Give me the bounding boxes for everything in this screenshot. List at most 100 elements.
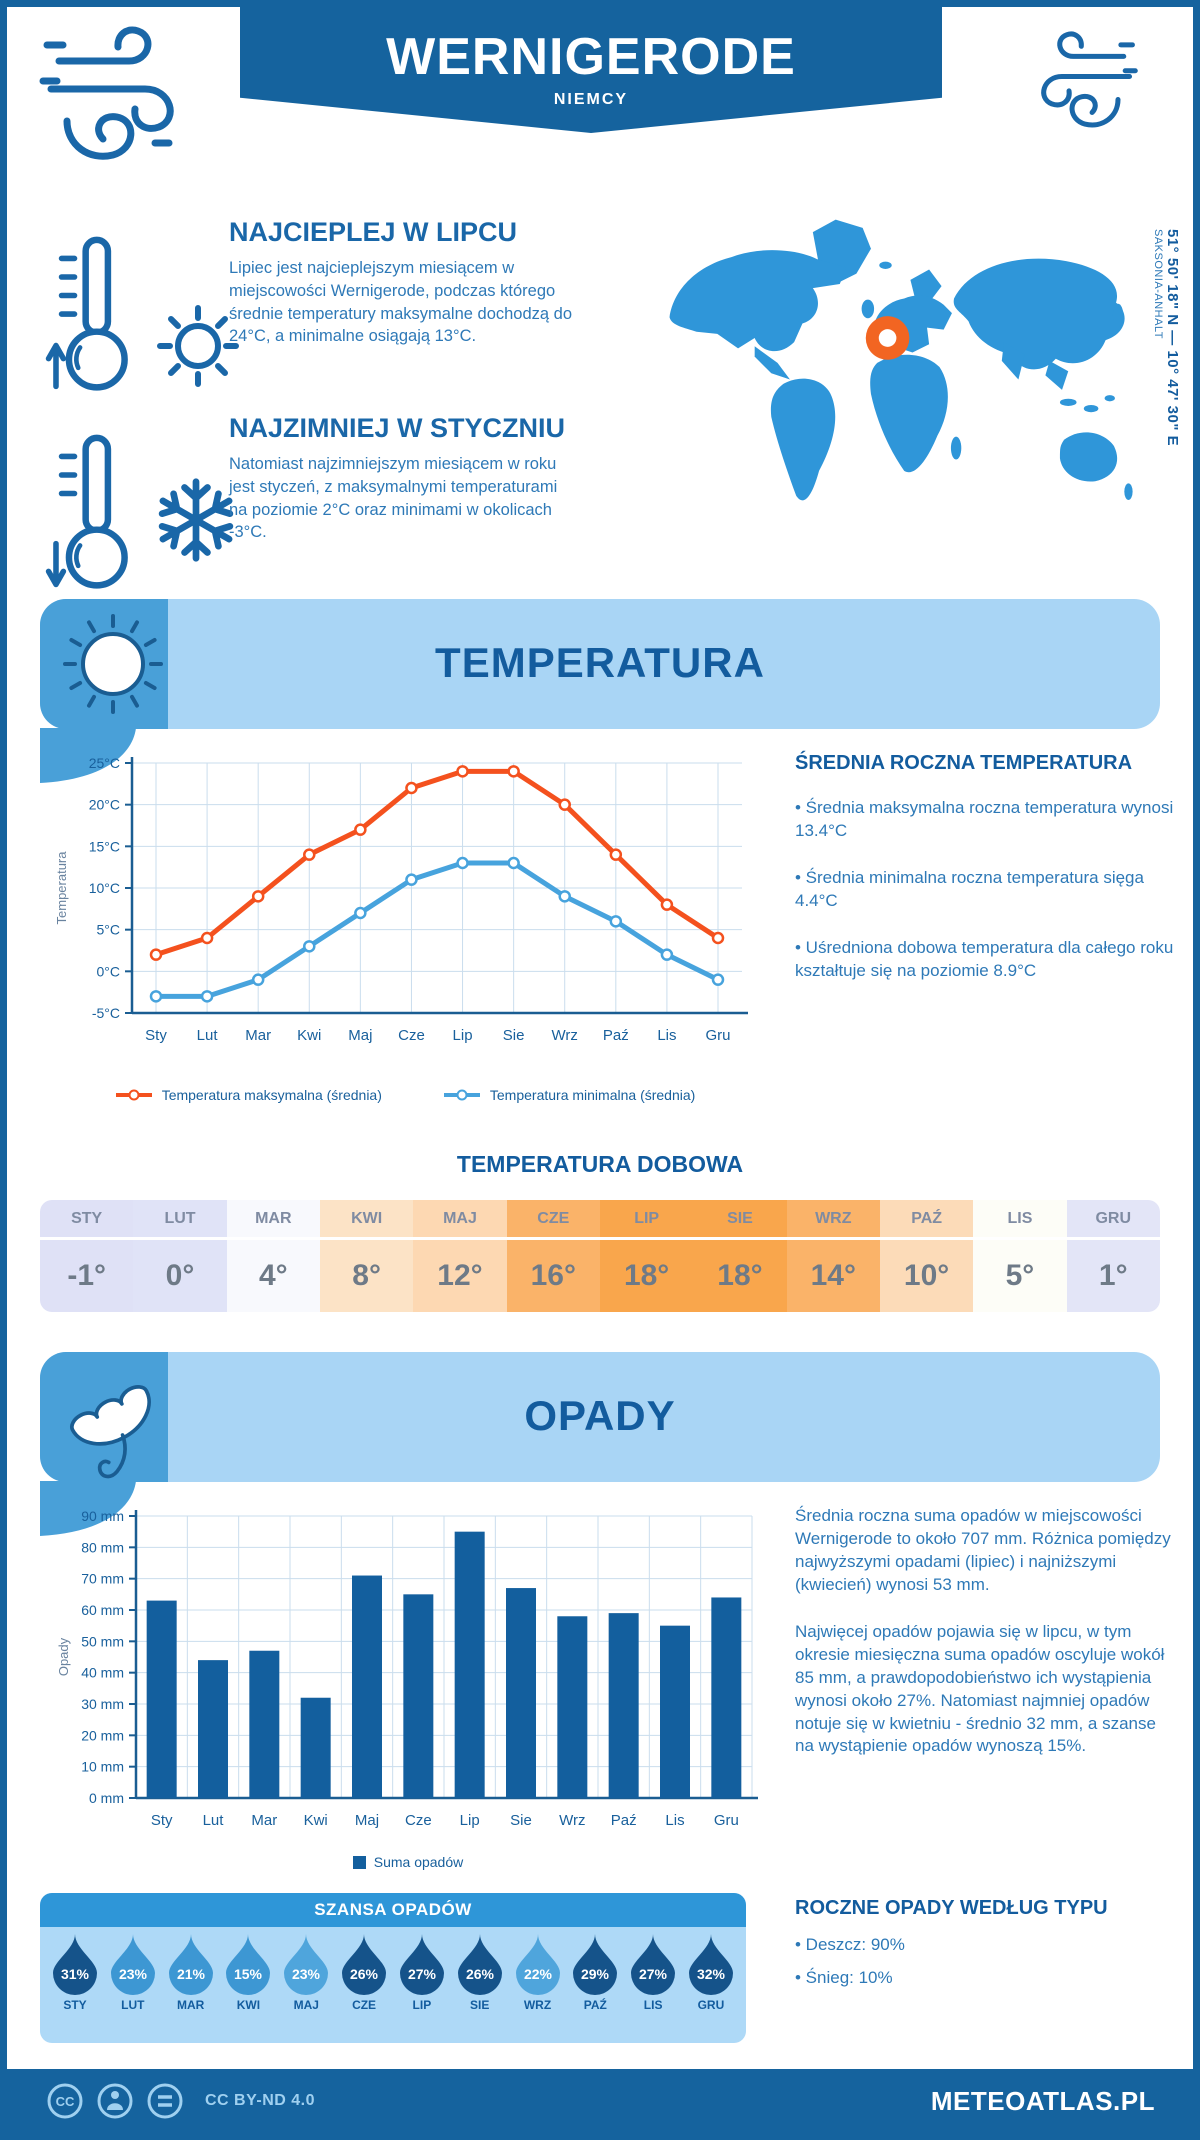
droplet-month-label: SIE xyxy=(470,1998,490,2012)
precipitation-section-banner: OPADY xyxy=(40,1352,1160,1536)
data-point xyxy=(609,848,623,861)
droplet-month-label: CZE xyxy=(352,1998,377,2012)
droplet-month-label: LIS xyxy=(643,1998,663,2012)
raindrop-icon: 15% xyxy=(226,1934,271,1995)
precipitation-section-title: OPADY xyxy=(524,1392,676,1439)
legend-label-min: Temperatura minimalna (średnia) xyxy=(489,1087,696,1103)
x-tick-label: Sie xyxy=(503,1027,525,1044)
data-point xyxy=(711,973,725,986)
droplets-row: 31% STY 23% LUT 21% MAR 15% KWI 23% MAJ 26% CZE 27% L… xyxy=(48,1933,738,2012)
location-coordinates: 51° 50' 18" N — 10° 47' 30" E xyxy=(1164,229,1181,447)
cc-nd-icon xyxy=(147,2083,183,2119)
license-group: CC CC BY-ND 4.0 xyxy=(45,2081,315,2121)
y-tick-label: 30 mm xyxy=(81,1696,124,1712)
droplet-month-label: LIP xyxy=(412,1998,432,2012)
data-point xyxy=(558,890,571,903)
x-tick-label: Sty xyxy=(145,1027,167,1044)
droplet-month-label: WRZ xyxy=(523,1998,552,2012)
daily-column: LIS 5° xyxy=(973,1200,1067,1312)
droplet-value: 23% xyxy=(292,1966,321,1982)
daily-column: STY -1° xyxy=(40,1200,134,1312)
temperature-section-banner: TEMPERATURA xyxy=(40,599,1160,783)
bar xyxy=(352,1575,382,1798)
raindrop-icon: 26% xyxy=(457,1934,502,1995)
brand-label: METEOATLAS.PL xyxy=(930,2085,1155,2116)
raindrop-icon: 31% xyxy=(53,1934,97,1995)
legend-item-sum: Suma opadów xyxy=(352,1854,464,1870)
snowflake-icon xyxy=(158,478,234,562)
legend-item-max: Temperatura maksymalna (średnia) xyxy=(114,1087,382,1103)
droplet-cell: 31% STY xyxy=(48,1933,102,2012)
svg-text:CC: CC xyxy=(56,2094,75,2109)
bar xyxy=(711,1597,742,1798)
data-point xyxy=(200,931,214,945)
y-tick-label: 0 mm xyxy=(89,1790,124,1806)
x-tick-label: Gru xyxy=(714,1812,739,1829)
daily-temperature-value: 18° xyxy=(717,1259,763,1292)
x-tick-label: Cze xyxy=(405,1812,432,1829)
daily-temperature-value: 8° xyxy=(352,1259,381,1292)
raindrop-icon: 32% xyxy=(688,1934,733,1995)
daily-month-label: MAJ xyxy=(413,1200,507,1240)
legend-item-min: Temperatura minimalna (średnia) xyxy=(442,1087,695,1103)
thermometer-up-icon xyxy=(45,236,128,391)
y-tick-label: 0°C xyxy=(97,963,121,979)
x-tick-label: Sie xyxy=(510,1812,532,1829)
precipitation-chart: 0 mm 10 mm 20 mm 30 mm 40 mm 50 mm 60 mm 70 mm 8… xyxy=(56,1508,758,1829)
droplet-month-label: MAR xyxy=(176,1998,205,2012)
by-type-bullet: • Śnieg: 10% xyxy=(795,1967,893,1987)
data-point xyxy=(456,765,469,778)
droplet-value: 29% xyxy=(581,1966,610,1982)
daily-month-label: PAŹ xyxy=(879,1200,974,1240)
droplet-value: 23% xyxy=(119,1966,148,1982)
data-point xyxy=(456,856,469,870)
raindrop-icon: 23% xyxy=(284,1934,329,1995)
bar xyxy=(557,1616,588,1798)
location-block: 51° 50' 18" N — 10° 47' 30" E SAKSONIA-A… xyxy=(1152,229,1181,689)
daily-month-label: WRZ xyxy=(786,1200,880,1240)
daily-month-label: LIP xyxy=(599,1200,694,1240)
annual-bullet: • Średnia maksymalna roczna temperatura … xyxy=(795,798,1174,840)
daily-temperature-value: -1° xyxy=(67,1259,106,1292)
daily-column: KWI 8° xyxy=(319,1200,414,1312)
x-tick-label: Lut xyxy=(203,1812,225,1829)
annual-temperature-block: ŚREDNIA ROCZNA TEMPERATURA • Średnia mak… xyxy=(795,752,1175,983)
data-point xyxy=(149,990,163,1003)
y-tick-label: 70 mm xyxy=(81,1571,124,1587)
y-tick-label: 10 mm xyxy=(81,1759,124,1775)
data-point xyxy=(251,890,265,903)
daily-month-label: MAR xyxy=(226,1200,320,1240)
temperature-chart: -5°C 0°C 5°C 10°C 15°C 20°C 25°C Sty Lut Mar Kwi Ma… xyxy=(54,755,748,1044)
raindrop-icon: 23% xyxy=(110,1934,155,1995)
daily-column: LIP 18° xyxy=(599,1200,694,1312)
droplet-month-label: STY xyxy=(63,1998,87,2012)
series-line-0 xyxy=(153,768,721,958)
bar xyxy=(454,1531,485,1798)
bar xyxy=(506,1588,536,1798)
bar xyxy=(403,1594,434,1798)
data-point xyxy=(660,948,674,961)
y-tick-label: 5°C xyxy=(97,922,121,938)
cc-icon: CC xyxy=(47,2083,83,2119)
droplet-cell: 22% WRZ xyxy=(511,1933,565,2012)
legend-line-max-icon xyxy=(115,1089,152,1101)
data-point xyxy=(303,848,316,861)
annual-bullet: • Uśredniona dobowa temperatura dla całe… xyxy=(795,937,1174,980)
droplet-month-label: GRU xyxy=(697,1998,725,2012)
y-tick-label: 10°C xyxy=(89,880,120,896)
annual-temperature-title: ŚREDNIA ROCZNA TEMPERATURA xyxy=(795,752,1133,774)
daily-month-label: GRU xyxy=(1066,1200,1160,1240)
data-point xyxy=(354,823,367,836)
raindrop-icon: 27% xyxy=(399,1934,444,1995)
x-tick-label: Paź xyxy=(603,1027,629,1044)
data-point xyxy=(149,948,163,961)
precipitation-by-type-block: ROCZNE OPADY WEDŁUG TYPU • Deszcz: 90% •… xyxy=(795,1897,1175,1990)
sun-banner-icon xyxy=(63,614,163,714)
daily-temperature-value: 10° xyxy=(903,1259,950,1292)
daily-column: MAJ 12° xyxy=(413,1200,507,1312)
daily-temperature-value: 5° xyxy=(1005,1259,1035,1292)
droplet-cell: 26% SIE xyxy=(453,1933,507,2012)
legend-label-sum: Suma opadów xyxy=(373,1854,464,1870)
by-type-title: ROCZNE OPADY WEDŁUG TYPU xyxy=(795,1897,1108,1919)
legend-line-min-icon xyxy=(443,1089,480,1101)
